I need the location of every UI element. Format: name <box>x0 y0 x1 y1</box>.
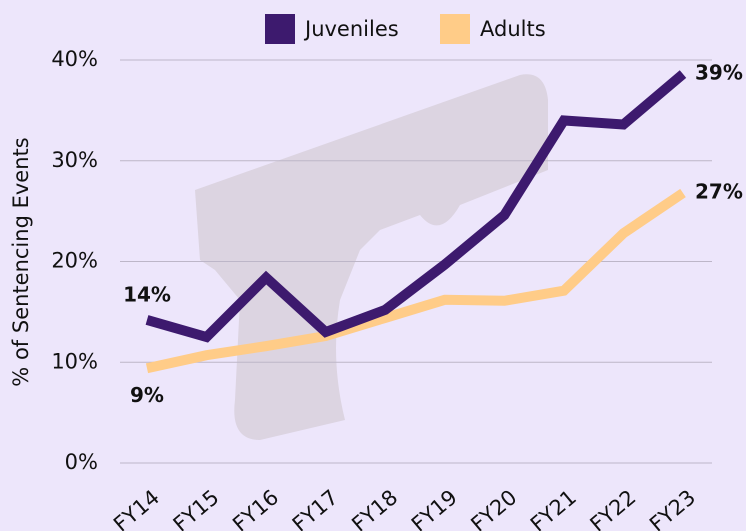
y-axis-label: % of Sentencing Events <box>9 137 33 386</box>
legend-swatch <box>440 14 470 44</box>
legend-swatch <box>265 14 295 44</box>
page: % of Sentencing Events Juveniles Adults 0… <box>0 0 746 531</box>
data-label: 27% <box>695 179 743 203</box>
legend-label: Adults <box>480 17 546 41</box>
data-label: 39% <box>695 61 743 85</box>
chart: % of Sentencing Events Juveniles Adults 0… <box>0 0 746 531</box>
data-label: 14% <box>123 282 171 306</box>
y-tick-label: 30% <box>51 148 98 172</box>
y-tick-label: 20% <box>51 249 98 273</box>
y-tick-label: 10% <box>51 349 98 373</box>
y-tick-label: 0% <box>65 450 98 474</box>
y-tick-label: 40% <box>51 47 98 71</box>
data-label: 9% <box>130 383 164 407</box>
legend-label: Juveniles <box>303 17 399 41</box>
background <box>0 0 746 531</box>
